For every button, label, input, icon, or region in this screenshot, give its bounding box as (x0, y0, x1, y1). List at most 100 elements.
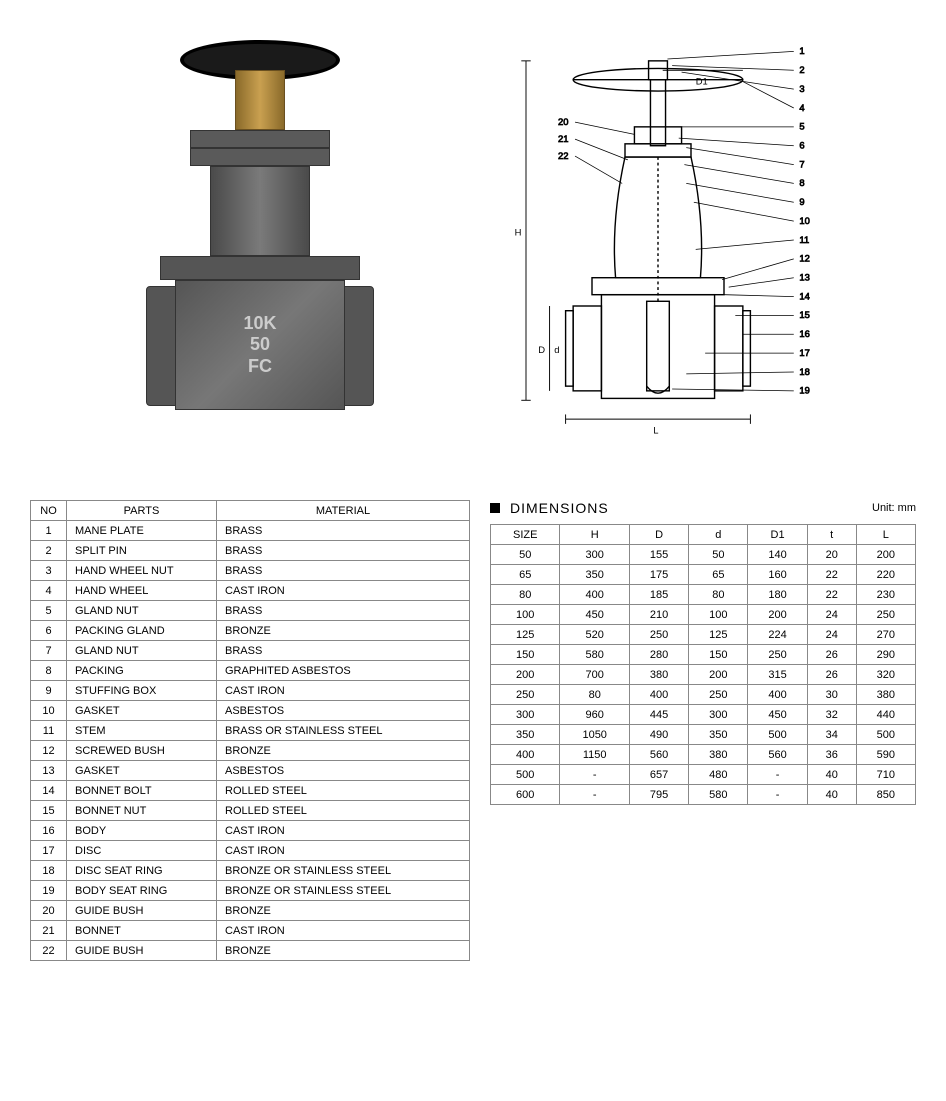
parts-cell: DISC SEAT RING (67, 861, 217, 881)
dims-cell: 657 (629, 765, 688, 785)
dims-cell: 250 (856, 605, 915, 625)
dimensions-column: DIMENSIONS Unit: mm SIZEHDdD1tL 50300155… (490, 500, 916, 805)
dims-cell: 185 (629, 585, 688, 605)
parts-cell: STEM (67, 721, 217, 741)
dims-cell: 224 (748, 625, 807, 645)
dim-D1-label: D1 (696, 75, 708, 86)
dims-cell: 180 (748, 585, 807, 605)
dims-cell: 40 (807, 765, 856, 785)
dims-cell: 150 (689, 645, 748, 665)
callout-number: 2 (799, 64, 804, 75)
dims-header-cell: d (689, 525, 748, 545)
callout-number: 22 (558, 150, 568, 161)
dims-cell: 500 (491, 765, 560, 785)
parts-cell: BRONZE (217, 621, 470, 641)
callout-number: 10 (799, 215, 809, 226)
table-row: 7GLAND NUTBRASS (31, 641, 470, 661)
parts-cell: CAST IRON (217, 581, 470, 601)
dims-cell: 26 (807, 665, 856, 685)
dims-cell: 250 (629, 625, 688, 645)
parts-column: NOPARTSMATERIAL 1MANE PLATEBRASS2SPLIT P… (30, 500, 470, 961)
parts-cell: PACKING (67, 661, 217, 681)
dims-cell: 150 (491, 645, 560, 665)
dims-cell: 400 (629, 685, 688, 705)
dim-D-label: D (538, 344, 545, 355)
dims-cell: 400 (560, 585, 630, 605)
parts-cell: 2 (31, 541, 67, 561)
dims-header-cell: t (807, 525, 856, 545)
dims-cell: 200 (856, 545, 915, 565)
parts-header-cell: PARTS (67, 501, 217, 521)
parts-cell: 15 (31, 801, 67, 821)
dims-cell: 300 (560, 545, 630, 565)
parts-cell: 16 (31, 821, 67, 841)
callout-number: 20 (558, 116, 568, 127)
table-row: 500-657480-40710 (491, 765, 916, 785)
dims-cell: 520 (560, 625, 630, 645)
bottom-section: NOPARTSMATERIAL 1MANE PLATEBRASS2SPLIT P… (30, 500, 916, 961)
parts-cell: BONNET BOLT (67, 781, 217, 801)
flange-top-shape (160, 256, 360, 280)
parts-cell: 10 (31, 701, 67, 721)
dims-cell: 700 (560, 665, 630, 685)
table-row: 16BODYCAST IRON (31, 821, 470, 841)
dims-cell: 795 (629, 785, 688, 805)
table-row: 21BONNETCAST IRON (31, 921, 470, 941)
parts-cell: 7 (31, 641, 67, 661)
dims-cell: 220 (856, 565, 915, 585)
table-row: 11STEMBRASS OR STAINLESS STEEL (31, 721, 470, 741)
dims-header-cell: SIZE (491, 525, 560, 545)
dims-cell: 480 (689, 765, 748, 785)
dimensions-header: DIMENSIONS Unit: mm (490, 500, 916, 516)
parts-cell: CAST IRON (217, 821, 470, 841)
dims-cell: 590 (856, 745, 915, 765)
parts-cell: 21 (31, 921, 67, 941)
callout-number: 11 (799, 234, 809, 245)
parts-cell: GASKET (67, 761, 217, 781)
parts-cell: 14 (31, 781, 67, 801)
parts-cell: 5 (31, 601, 67, 621)
dims-cell: 40 (807, 785, 856, 805)
callout-number: 4 (799, 102, 804, 113)
table-row: 20070038020031526320 (491, 665, 916, 685)
parts-cell: CAST IRON (217, 681, 470, 701)
table-row: 503001555014020200 (491, 545, 916, 565)
dims-cell: 125 (491, 625, 560, 645)
parts-cell: GRAPHITED ASBESTOS (217, 661, 470, 681)
bonnet-shape (210, 166, 310, 256)
dims-cell: 350 (560, 565, 630, 585)
parts-cell: DISC (67, 841, 217, 861)
table-row: 8PACKINGGRAPHITED ASBESTOS (31, 661, 470, 681)
table-row: 15BONNET NUTROLLED STEEL (31, 801, 470, 821)
dims-cell: 710 (856, 765, 915, 785)
dims-cell: 50 (491, 545, 560, 565)
body-marking: 10K 50 FC (243, 313, 276, 378)
parts-cell: CAST IRON (217, 841, 470, 861)
table-row: 653501756516022220 (491, 565, 916, 585)
parts-cell: 22 (31, 941, 67, 961)
parts-cell: 1 (31, 521, 67, 541)
dims-cell: 100 (689, 605, 748, 625)
dims-cell: 230 (856, 585, 915, 605)
dimensions-table: SIZEHDdD1tL 5030015550140202006535017565… (490, 524, 916, 805)
table-row: 2508040025040030380 (491, 685, 916, 705)
dims-cell: 26 (807, 645, 856, 665)
dims-cell: 500 (748, 725, 807, 745)
table-row: 12552025012522424270 (491, 625, 916, 645)
parts-cell: BRASS (217, 601, 470, 621)
dims-cell: 34 (807, 725, 856, 745)
dims-cell: 445 (629, 705, 688, 725)
parts-cell: BRASS (217, 561, 470, 581)
parts-cell: SPLIT PIN (67, 541, 217, 561)
parts-cell: STUFFING BOX (67, 681, 217, 701)
parts-cell: BODY (67, 821, 217, 841)
callout-number: 5 (799, 121, 804, 132)
dims-cell: 32 (807, 705, 856, 725)
table-row: 10045021010020024250 (491, 605, 916, 625)
dims-cell: 280 (629, 645, 688, 665)
callout-number: 7 (799, 158, 804, 169)
dims-cell: 140 (748, 545, 807, 565)
table-row: 400115056038056036590 (491, 745, 916, 765)
table-row: 19BODY SEAT RINGBRONZE OR STAINLESS STEE… (31, 881, 470, 901)
dims-cell: 1150 (560, 745, 630, 765)
